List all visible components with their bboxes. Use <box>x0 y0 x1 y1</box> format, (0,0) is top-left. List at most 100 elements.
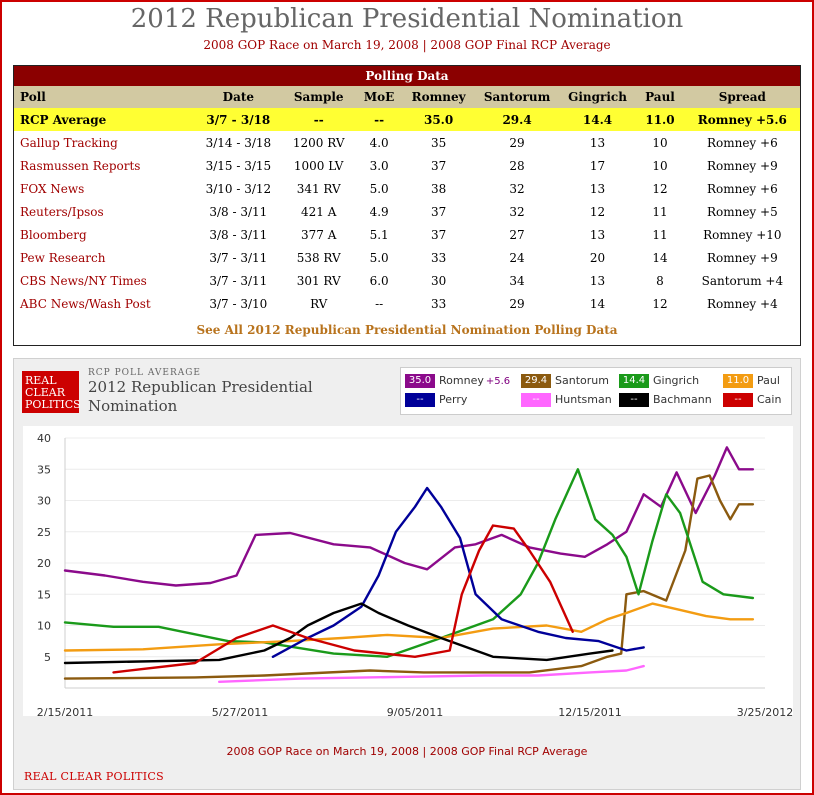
y-tick-label: 35 <box>37 463 51 476</box>
table-cell: 37 <box>430 204 447 219</box>
table-cell: 8 <box>656 273 664 288</box>
table-cell: 13 <box>589 227 606 242</box>
x-tick-label: 3/25/2012 <box>737 706 793 716</box>
legend-item-paul[interactable]: 11.0 Paul <box>723 374 780 390</box>
chart-legend: 35.0 Romney +5.6 29.4 Santorum 14.4 Gingrich 11… <box>400 367 792 415</box>
table-cell: 3/8 - 3/11 <box>209 204 268 219</box>
legend-item-huntsman[interactable]: -- Huntsman <box>521 393 612 409</box>
table-cell: 4.9 <box>369 204 389 219</box>
y-tick-label: 30 <box>37 495 51 508</box>
table-cell: 30 <box>430 273 447 288</box>
table-cell: 13 <box>589 273 606 288</box>
chart-title: 2012 Republican Presidential Nomination <box>88 378 313 415</box>
table-cell: 11 <box>652 227 668 242</box>
table-row: Reuters/Ipsos 3/8 - 3/11 421 A 4.9 37 32 12 11 R… <box>14 200 800 223</box>
series-line-romney <box>63 446 755 587</box>
poll-name[interactable]: Reuters/Ipsos <box>20 204 104 219</box>
legend-value: 29.4 <box>521 374 551 388</box>
table-row: Rasmussen Reports 3/15 - 3/15 1000 LV 3.0 37… <box>14 154 800 177</box>
table-cell: 5.0 <box>369 181 389 196</box>
column-header: MoE <box>355 86 403 108</box>
table-cell: 3/7 - 3/11 <box>209 250 268 265</box>
column-header: Paul <box>635 86 685 108</box>
page-subtitle[interactable]: 2008 GOP Race on March 19, 2008 | 2008 G… <box>203 38 611 52</box>
table-cell: Santorum +4 <box>701 273 784 288</box>
x-tick-label: 2/15/2011 <box>37 706 93 716</box>
table-cell: Romney +10 <box>703 227 782 242</box>
legend-name: Romney <box>439 374 484 387</box>
table-cell: 17 <box>589 158 606 173</box>
table-cell: 11 <box>652 204 668 219</box>
table-cell: 12 <box>652 296 668 311</box>
table-cell: 29 <box>509 296 525 311</box>
rcp-average-row: RCP Average 3/7 - 3/18 -- -- 35.0 29.4 14.4 11.… <box>14 108 800 131</box>
table-cell: 301 RV <box>296 273 341 288</box>
table-cell: 38 <box>430 181 447 196</box>
table-cell: 10 <box>652 158 668 173</box>
legend-value: -- <box>405 393 435 407</box>
legend-value: -- <box>619 393 649 407</box>
table-cell: 20 <box>589 250 606 265</box>
table-row: Pew Research 3/7 - 3/11 538 RV 5.0 33 24 20 14 R… <box>14 246 800 269</box>
poll-name[interactable]: Gallup Tracking <box>20 135 118 150</box>
legend-item-bachmann[interactable]: -- Bachmann <box>619 393 712 409</box>
y-tick-label: 10 <box>37 620 51 633</box>
table-cell: 13 <box>589 135 606 150</box>
chart-footnote[interactable]: 2008 GOP Race on March 19, 2008 | 2008 G… <box>226 745 588 758</box>
legend-spread: +5.6 <box>485 376 511 387</box>
x-tick-label: 12/15/2011 <box>558 706 621 716</box>
table-cell: 3/7 - 3/10 <box>209 296 268 311</box>
table-cell: 29.4 <box>474 108 560 131</box>
table-cell: 33 <box>430 250 447 265</box>
legend-name: Huntsman <box>555 393 612 406</box>
legend-item-santorum[interactable]: 29.4 Santorum <box>521 374 609 390</box>
table-cell: 34 <box>509 273 525 288</box>
legend-value: -- <box>723 393 753 407</box>
poll-name[interactable]: ABC News/Wash Post <box>20 296 151 311</box>
legend-item-perry[interactable]: -- Perry <box>405 393 467 409</box>
table-cell: 14.4 <box>559 108 636 131</box>
y-tick-label: 15 <box>37 588 51 601</box>
legend-item-gingrich[interactable]: 14.4 Gingrich <box>619 374 699 390</box>
legend-value: 14.4 <box>619 374 649 388</box>
poll-name[interactable]: FOX News <box>20 181 85 196</box>
column-header: Date <box>194 86 283 108</box>
legend-name: Gingrich <box>653 374 700 387</box>
logo-line: CLEAR <box>25 386 65 399</box>
poll-name: RCP Average <box>14 108 195 131</box>
table-cell: 3.0 <box>369 158 389 173</box>
chart-source-link[interactable]: REAL CLEAR POLITICS <box>24 770 164 783</box>
poll-name[interactable]: Pew Research <box>20 250 106 265</box>
table-cell: Romney +9 <box>706 250 778 265</box>
table-cell: 29 <box>509 135 525 150</box>
table-cell: -- <box>355 108 403 131</box>
table-cell: 6.0 <box>369 273 389 288</box>
legend-item-romney[interactable]: 35.0 Romney +5.6 <box>405 374 510 390</box>
table-cell: -- <box>375 296 384 311</box>
table-cell: 4.0 <box>369 135 389 150</box>
line-chart: 5 10 15 20 25 30 35 40 2/15/2011 5/27/2011 9/05/20… <box>37 432 793 716</box>
table-row: FOX News 3/10 - 3/12 341 RV 5.0 38 32 13 12 Romn… <box>14 177 800 200</box>
table-cell: 13 <box>589 181 606 196</box>
column-header: Sample <box>282 86 356 108</box>
rcp-logo[interactable]: REAL CLEAR POLITICS <box>22 371 81 413</box>
poll-name[interactable]: Rasmussen Reports <box>20 158 141 173</box>
table-row: ABC News/Wash Post 3/7 - 3/10 RV -- 33 29 14 12… <box>14 292 800 315</box>
column-header: Santorum <box>474 86 560 108</box>
table-caption: Polling Data <box>14 66 800 86</box>
legend-item-cain[interactable]: -- Cain <box>723 393 781 409</box>
y-tick-label: 5 <box>44 651 51 664</box>
poll-name[interactable]: Bloomberg <box>20 227 87 242</box>
see-all-polling-link[interactable]: See All 2012 Republican Presidential Nom… <box>196 323 618 337</box>
legend-value: -- <box>521 393 551 407</box>
table-cell: 10 <box>652 135 668 150</box>
column-header: Poll <box>14 86 195 108</box>
series-line-bachmann <box>63 602 614 665</box>
legend-name: Santorum <box>555 374 609 387</box>
table-cell: Romney +5 <box>706 204 778 219</box>
logo-line: POLITICS <box>25 398 81 411</box>
poll-name[interactable]: CBS News/NY Times <box>20 273 147 288</box>
table-cell: 341 RV <box>296 181 341 196</box>
series-line-cain <box>112 524 574 674</box>
